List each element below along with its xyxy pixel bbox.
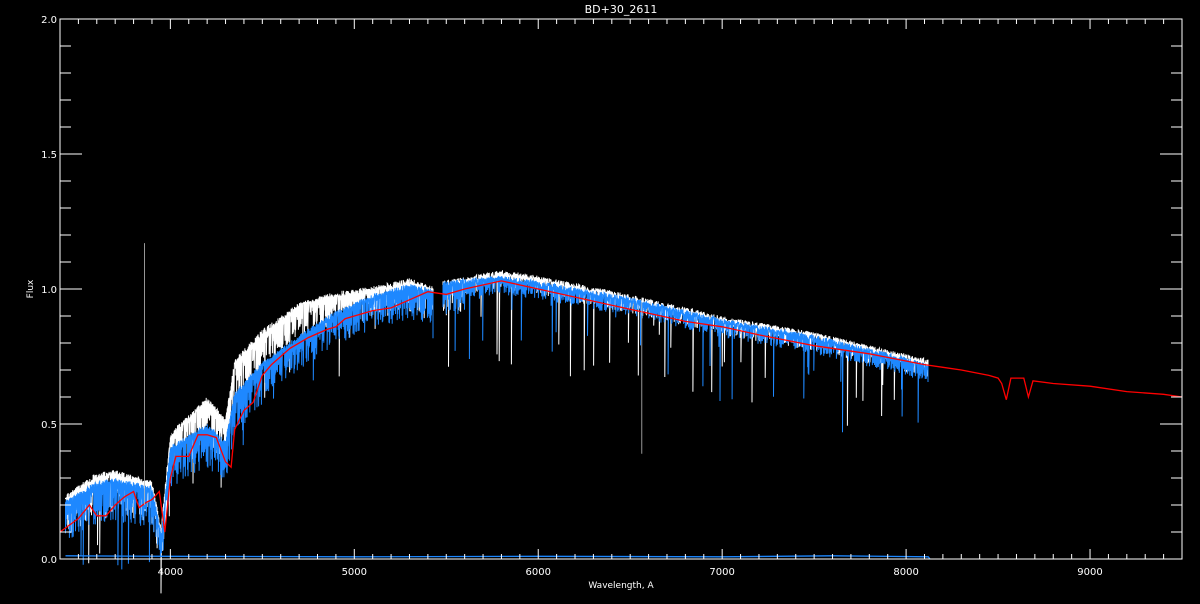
spectrum-series-1 <box>65 275 929 570</box>
y-tick-label: 1.5 <box>41 150 57 161</box>
x-tick-label: 8000 <box>893 567 918 578</box>
line-series-3 <box>59 280 1183 533</box>
chart-title: BD+30_2611 <box>585 3 658 16</box>
axes-layer: 4000 5000 6000 7000 8000 9000 0.0 0.5 1.0 1.5 2.0 <box>41 15 1183 578</box>
y-tick-label: 0.0 <box>41 555 57 566</box>
x-axis-label: Wavelength, A <box>588 581 654 591</box>
y-tick-label: 2.0 <box>41 15 57 26</box>
x-tick-label: 4000 <box>158 567 183 578</box>
plot-frame <box>59 18 1183 560</box>
y-tick-label: 1.0 <box>41 285 57 296</box>
y-axis-label: Flux <box>26 279 36 298</box>
x-tick-label: 6000 <box>526 567 551 578</box>
y-tick-label: 0.5 <box>41 420 57 431</box>
x-tick-label: 7000 <box>709 567 734 578</box>
x-tick-label: 5000 <box>342 567 367 578</box>
series-layer <box>59 243 1183 594</box>
x-tick-label: 9000 <box>1077 567 1102 578</box>
